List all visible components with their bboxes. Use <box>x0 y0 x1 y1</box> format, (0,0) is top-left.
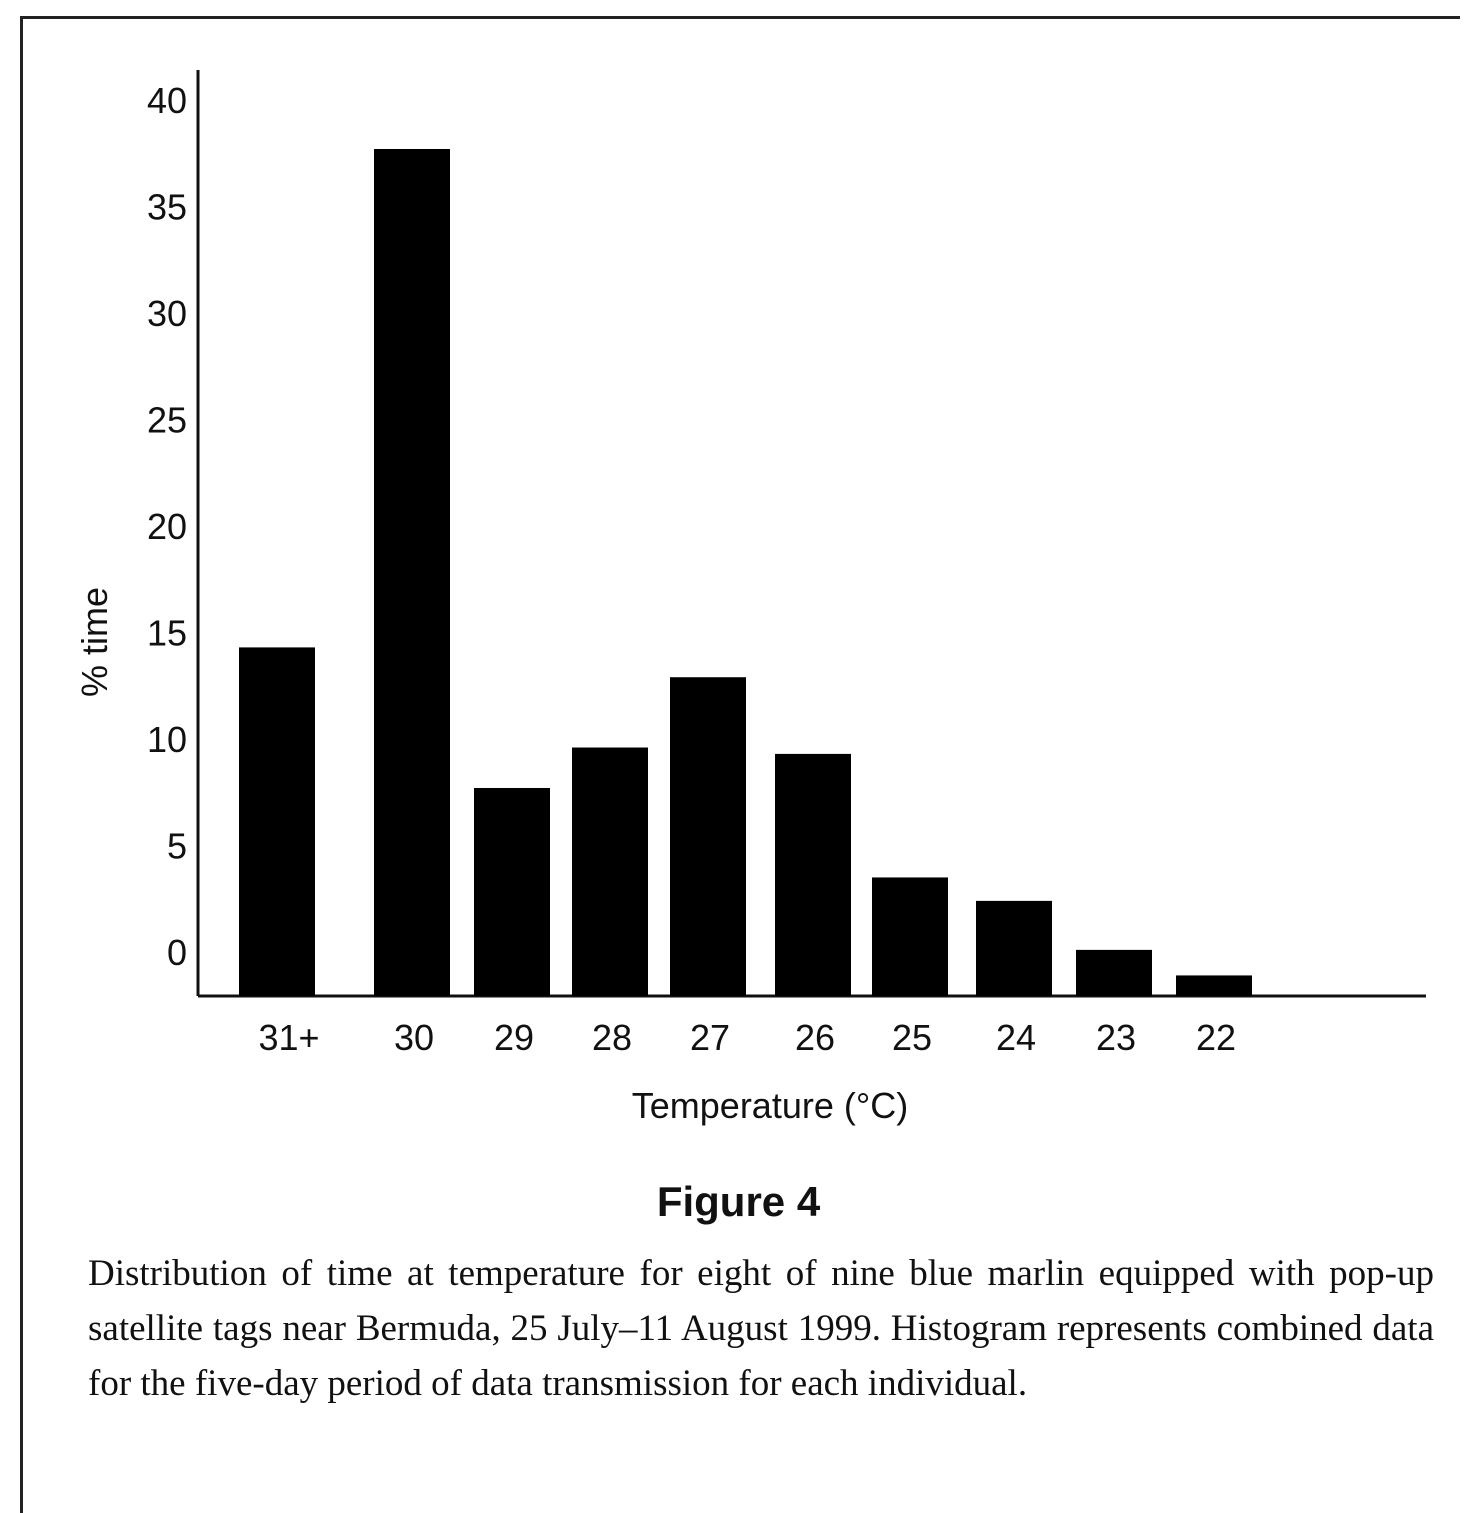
y-tick-label: 40 <box>147 80 187 121</box>
y-tick-label: 15 <box>147 613 187 654</box>
y-tick-label: 25 <box>147 400 187 441</box>
figure-label: Figure 4 <box>656 1178 821 1225</box>
bar-31plus <box>239 647 315 996</box>
bar-chart: 0 5 10 15 20 25 30 35 40 31+ 30 29 28 27 26 25 24 23 22 %… <box>74 70 1426 1126</box>
bar-26 <box>775 753 851 996</box>
y-tick-label: 5 <box>167 826 187 867</box>
bar-24 <box>976 900 1052 996</box>
x-tick-label: 31+ <box>258 1017 319 1058</box>
bar-30 <box>374 148 450 997</box>
x-axis-label: Temperature (°C) <box>632 1085 908 1126</box>
y-tick-labels: 0 5 10 15 20 25 30 35 40 <box>147 80 187 973</box>
bars-group <box>239 148 1252 997</box>
bar-23 <box>1076 949 1152 996</box>
y-tick-label: 20 <box>147 506 187 547</box>
x-tick-label: 24 <box>996 1017 1036 1058</box>
y-tick-label: 35 <box>147 187 187 228</box>
bar-22 <box>1176 975 1252 996</box>
x-tick-label: 22 <box>1196 1017 1236 1058</box>
bar-25 <box>872 877 948 996</box>
x-tick-label: 23 <box>1096 1017 1136 1058</box>
x-tick-label: 25 <box>892 1017 932 1058</box>
x-tick-labels: 31+ 30 29 28 27 26 25 24 23 22 <box>258 1017 1236 1058</box>
figure-frame <box>20 16 1460 1513</box>
y-tick-label: 30 <box>147 293 187 334</box>
y-axis-label: % time <box>74 587 115 697</box>
x-tick-label: 28 <box>592 1017 632 1058</box>
y-tick-label: 0 <box>167 932 187 973</box>
figure-caption: Distribution of time at temperature for … <box>88 1253 1434 1404</box>
x-tick-label: 30 <box>394 1017 434 1058</box>
x-tick-label: 27 <box>690 1017 730 1058</box>
bar-29 <box>474 787 550 996</box>
x-tick-label: 26 <box>795 1017 835 1058</box>
bar-28 <box>572 747 648 996</box>
x-tick-label: 29 <box>494 1017 534 1058</box>
bar-27 <box>670 677 746 996</box>
y-tick-label: 10 <box>147 719 187 760</box>
